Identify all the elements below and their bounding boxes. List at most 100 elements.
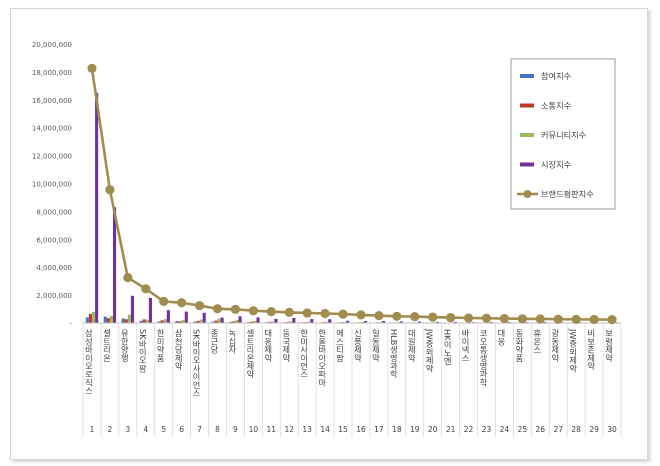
rank-label: 5 [161,425,166,434]
category-label: JW중외제약 [568,328,578,373]
line-point [571,314,581,324]
bar [103,316,107,323]
category-label: 바이넥스 [461,328,471,362]
bar [310,319,314,323]
bar [202,312,206,323]
category-label: 대원제약 [407,329,417,363]
line-point [410,311,420,322]
bar [364,321,368,323]
line-point [248,306,258,316]
line-point [499,313,510,324]
bar [289,321,293,323]
line-point [481,313,492,323]
category-label: 셀트리온제약 [245,328,255,379]
category-label: 보령제약 [604,329,614,363]
line-point [230,304,241,314]
bar [181,320,185,323]
bar [196,320,200,323]
category-label: 대웅제약 [263,329,273,363]
rank-label: 15 [338,425,348,434]
y-tick-label: 18,000,000 [32,69,72,77]
category-label: 녹십자 [227,329,237,355]
y-tick-label: 2,000,000 [36,292,72,300]
bar [145,319,149,323]
bar [85,317,89,323]
rank-label: 30 [607,425,617,434]
legend-swatch [520,133,534,137]
line-point [123,273,133,283]
rank-label: 8 [215,425,220,434]
bar [121,318,125,323]
rank-label: 9 [233,425,238,434]
rank-label: 17 [374,425,384,434]
rank-label: 1 [90,425,95,434]
bar [148,297,152,323]
legend-swatch [520,162,534,167]
rank-label: 13 [302,425,312,434]
bar [91,311,96,323]
category-label: HK이노엔 [443,329,453,365]
bar [214,320,218,323]
line-point [356,310,366,320]
bar [109,316,113,323]
line-point [338,309,348,319]
line-point [194,300,205,311]
rank-label: 29 [589,425,599,434]
bar [211,321,215,323]
bar [307,321,311,323]
y-tick-label: 6,000,000 [36,236,72,244]
category-label: 신풍제약 [353,329,363,363]
line-point [141,284,151,294]
category-label: 광동제약 [550,328,560,363]
category-label: JW중외제약 [425,328,435,373]
rank-label: 24 [500,425,510,434]
line-point [105,185,115,195]
bar [274,318,278,323]
line-point [87,63,97,74]
bar [229,321,233,323]
rank-label: 27 [553,425,563,434]
bar [235,319,239,323]
category-label: 코오롱생명과학 [479,329,489,387]
bar [453,321,457,323]
rank-label: 6 [179,425,184,434]
bar [193,321,197,323]
bar [343,321,347,323]
line-point [517,314,527,324]
category-label: 삼천당제약 [174,328,184,371]
bar [253,320,257,323]
legend-label: 참여지수 [541,71,572,81]
category-label: 셀트리온 [102,328,112,362]
y-tick-label: 8,000,000 [36,208,72,216]
category-label: 유한양행 [120,329,130,362]
legend-label: 커뮤니티지수 [541,130,587,140]
bar [184,311,188,323]
category-label: 한올바이오파마 [317,329,327,387]
rank-label: 22 [464,425,474,434]
bar [250,321,254,323]
bar [399,321,404,323]
bar [220,317,224,323]
rank-label: 14 [320,425,330,434]
line-point [284,307,294,317]
bar [199,319,203,323]
brand-reputation-chart: 20,000,000 18,000,000 16,000,000 1 4,000,000… [32,41,622,437]
y-tick-label: 16,000,000 [32,97,72,105]
legend-label: 소통지수 [541,101,572,111]
rank-label: 20 [428,425,438,434]
category-label: 동화약품 [514,329,524,362]
category-label: 일동제약 [371,329,381,363]
y-tick-label: 4,000,000 [36,264,72,272]
category-label: 삼성바이오로직스 [84,328,94,394]
line-point [428,312,438,322]
y-tick-label: 10,000,000 [32,181,72,189]
bar [157,321,161,323]
line-point [177,298,187,308]
rank-label: 2 [108,425,113,434]
bar [268,321,272,323]
y-tick-label: 20,000,000 [32,41,72,49]
rank-label: 11 [267,425,277,434]
bar [95,92,99,323]
line-point [320,308,330,319]
bar [88,313,92,323]
